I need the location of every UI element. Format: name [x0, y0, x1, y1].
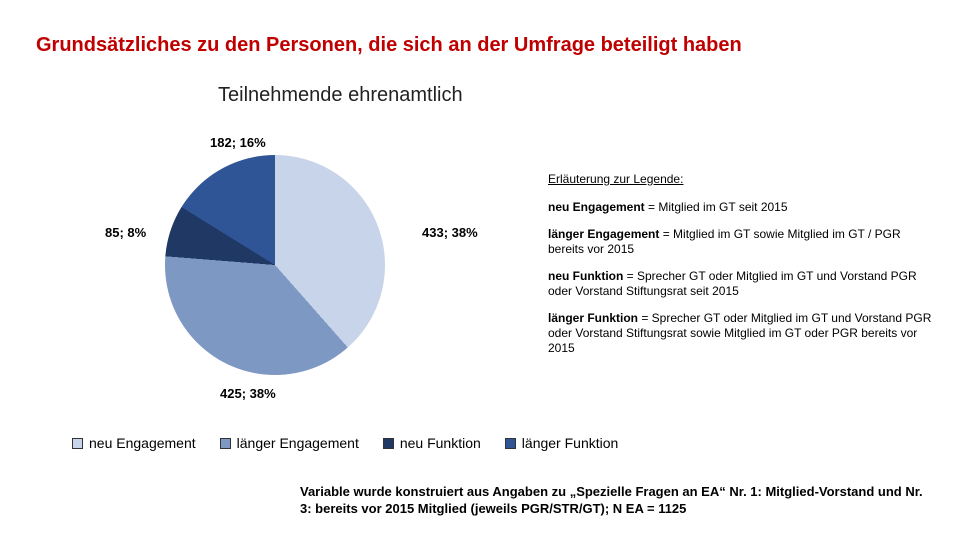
legend-label: länger Engagement	[237, 435, 359, 451]
swatch-icon	[505, 438, 516, 449]
pie-graphic	[165, 155, 385, 375]
legend-explanation-row: neu Engagement = Mitglied im GT seit 201…	[548, 200, 938, 215]
legend-label: neu Funktion	[400, 435, 481, 451]
swatch-icon	[72, 438, 83, 449]
swatch-icon	[383, 438, 394, 449]
legend: neu Engagement länger Engagement neu Fun…	[72, 435, 618, 451]
slice-label-laenger-funktion: 182; 16%	[210, 135, 266, 150]
legend-explanation-row: neu Funktion = Sprecher GT oder Mitglied…	[548, 269, 938, 299]
term: neu Funktion	[548, 269, 623, 283]
legend-label: neu Engagement	[89, 435, 196, 451]
slice-label-neu-engagement: 433; 38%	[422, 225, 478, 240]
pie-chart: 433; 38% 425; 38% 85; 8% 182; 16%	[125, 130, 425, 430]
legend-item: neu Engagement	[72, 435, 196, 451]
swatch-icon	[220, 438, 231, 449]
footnote: Variable wurde konstruiert aus Angaben z…	[300, 484, 930, 518]
slice-label-laenger-engagement: 425; 38%	[220, 386, 276, 401]
legend-item: länger Funktion	[505, 435, 619, 451]
legend-explanation-row: länger Funktion = Sprecher GT oder Mitgl…	[548, 311, 938, 356]
slide: Grundsätzliches zu den Personen, die sic…	[0, 0, 960, 540]
term: länger Funktion	[548, 311, 638, 325]
legend-explanation-title: Erläuterung zur Legende:	[548, 172, 938, 186]
legend-item: länger Engagement	[220, 435, 359, 451]
desc: = Mitglied im GT seit 2015	[645, 200, 788, 214]
slice-label-neu-funktion: 85; 8%	[105, 225, 146, 240]
term: neu Engagement	[548, 200, 645, 214]
legend-label: länger Funktion	[522, 435, 619, 451]
legend-item: neu Funktion	[383, 435, 481, 451]
legend-explanation-row: länger Engagement = Mitglied im GT sowie…	[548, 227, 938, 257]
page-title: Grundsätzliches zu den Personen, die sic…	[36, 34, 742, 57]
chart-title: Teilnehmende ehrenamtlich	[218, 84, 463, 107]
term: länger Engagement	[548, 227, 659, 241]
legend-explanation: Erläuterung zur Legende: neu Engagement …	[548, 172, 938, 368]
